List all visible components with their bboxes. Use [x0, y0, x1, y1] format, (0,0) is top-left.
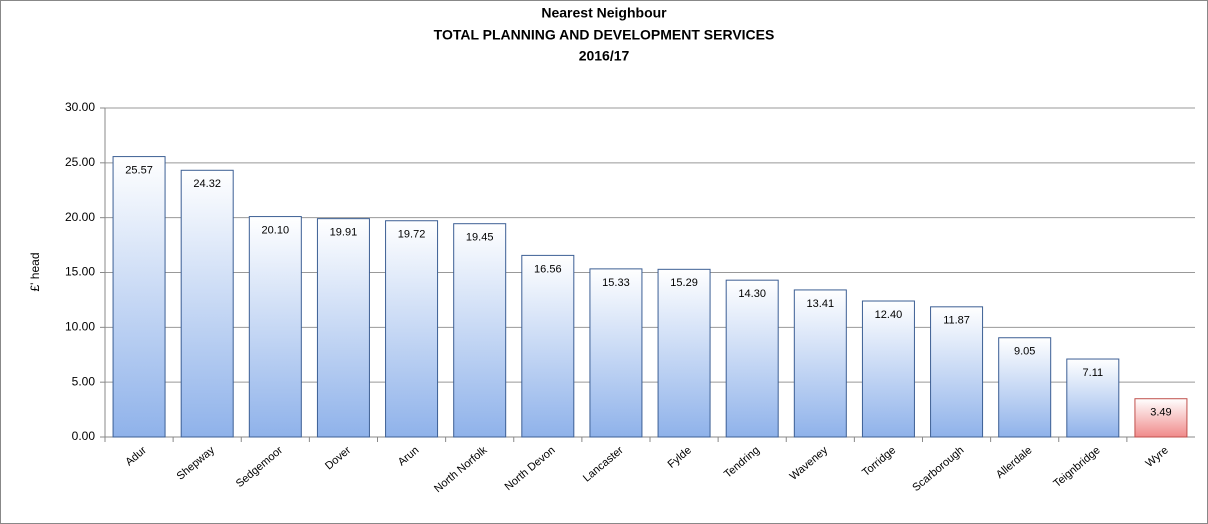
bar: [521, 254, 575, 438]
data-label: 24.32: [193, 178, 221, 190]
data-label: 15.33: [602, 277, 630, 289]
bar: [1134, 398, 1188, 438]
y-tick-label: 5.00: [72, 374, 96, 388]
bar: [112, 156, 166, 438]
data-label: 20.10: [262, 224, 290, 236]
bar: [180, 169, 234, 438]
y-tick-label: 25.00: [65, 155, 95, 169]
bar: [1066, 358, 1120, 438]
bar: [930, 306, 984, 438]
data-label: 7.11: [1083, 367, 1104, 379]
chart-title: 2016/17: [579, 48, 630, 64]
y-tick-label: 30.00: [65, 100, 95, 114]
bar: [861, 300, 915, 438]
data-label: 25.57: [125, 164, 153, 176]
y-tick-label: 10.00: [65, 320, 95, 334]
data-label: 15.29: [670, 277, 698, 289]
data-label: 14.30: [738, 288, 766, 300]
data-label: 3.49: [1150, 407, 1171, 419]
data-label: 19.45: [466, 232, 494, 244]
bar: [657, 268, 711, 438]
data-label: 16.56: [534, 263, 562, 275]
data-label: 19.91: [330, 227, 358, 239]
y-tick-label: 0.00: [72, 429, 96, 443]
chart-title: Nearest Neighbour: [541, 5, 667, 21]
data-label: 11.87: [943, 315, 970, 327]
y-axis-label: £' head: [28, 253, 42, 292]
bar: [385, 220, 439, 438]
y-tick-label: 15.00: [65, 265, 95, 279]
chart-title: TOTAL PLANNING AND DEVELOPMENT SERVICES: [434, 27, 775, 43]
bar: [316, 218, 370, 438]
data-label: 19.72: [398, 229, 426, 241]
data-label: 12.40: [875, 309, 903, 321]
bar: [453, 223, 507, 438]
bar: [589, 268, 643, 438]
y-tick-label: 20.00: [65, 210, 95, 224]
data-label: 9.05: [1014, 346, 1035, 358]
bar: [793, 289, 847, 438]
data-label: 13.41: [807, 298, 835, 310]
bar: [725, 279, 779, 438]
bar: [248, 216, 302, 438]
bar: [998, 337, 1052, 438]
